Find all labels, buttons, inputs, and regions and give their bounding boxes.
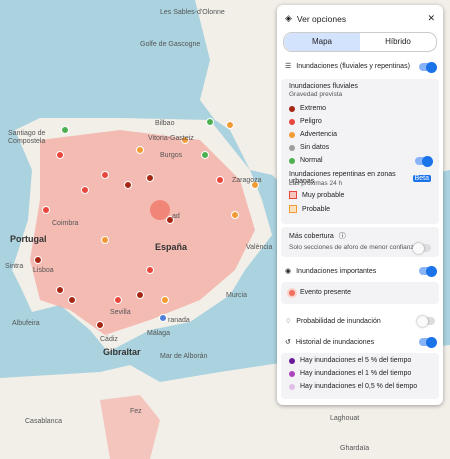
tab[interactable]: Mapa [284, 33, 360, 51]
legend-dot [289, 118, 295, 125]
legend-item: Muy probable [302, 191, 345, 199]
map-label: Bilbao [155, 120, 175, 127]
legend-item: Normal [300, 157, 323, 164]
legend-row: Hay inundaciones el 1 % del tiempo [289, 370, 431, 377]
legend-item: Sin datos [300, 144, 330, 151]
map-label: ranada [168, 317, 190, 324]
map-label: Coimbra [52, 220, 79, 227]
map-label: Burgos [160, 152, 183, 159]
legend-dot [289, 131, 295, 138]
map-label: Málaga [147, 330, 170, 337]
map-label: Sintra [5, 263, 23, 270]
map-label: Ghardaïa [340, 445, 369, 452]
legend-dot [289, 144, 295, 151]
map-label: Santiago de [8, 130, 45, 137]
legend-dot [289, 157, 295, 164]
legend-row: Hay inundaciones el 0,5 % del tiempo [289, 383, 431, 390]
toggle[interactable] [415, 155, 433, 167]
legend-item: Evento presente [300, 289, 351, 296]
section-title: Historial de inundaciones [295, 338, 375, 346]
map-label: Golfe de Gascogne [140, 41, 200, 48]
legend-row: Advertencia [289, 131, 431, 138]
legend-row: Peligro [289, 118, 431, 125]
legend-item: Hay inundaciones el 5 % del tiempo [300, 357, 412, 364]
map-label: Les Sables-d'Olonne [160, 9, 225, 16]
badge: Beta [412, 174, 431, 182]
toggle[interactable] [419, 61, 437, 73]
legend-row: Sin datos [289, 144, 431, 151]
legend-row: Normal [289, 157, 431, 164]
map-label: España [155, 242, 188, 252]
label: Gravedad prevista [289, 91, 343, 98]
panel-title: Ver opciones [296, 13, 347, 24]
label: Las próximas 24 h [289, 180, 343, 187]
section-title: Inundaciones importantes [296, 267, 377, 275]
label: Inundaciones fluviales [289, 83, 358, 90]
tab[interactable]: Híbrido [385, 37, 411, 46]
section-title: Inundaciones (fluviales y repentinas) [296, 62, 410, 70]
map-label: Sevilla [110, 309, 131, 316]
map-label: Gibraltar [103, 347, 141, 357]
legend-item: Peligro [300, 118, 322, 125]
map-label: Fez [130, 408, 142, 415]
legend-dot [289, 383, 295, 390]
close[interactable]: ✕ [427, 13, 435, 23]
map-label: ad [172, 213, 180, 220]
map-label: Portugal [10, 234, 47, 244]
map-label: Compostela [8, 138, 45, 145]
toggle[interactable] [417, 315, 435, 327]
section-title: Probabilidad de inundación [296, 317, 381, 325]
toggle[interactable] [413, 242, 431, 254]
label: Inundaciones repentinas en zonas urbanas [289, 171, 396, 185]
options-panel: ◈ Ver opciones ✕ Mapa Híbrido ☰ Inundacione… [277, 5, 443, 405]
map-label: Vitoria-Gasteiz [148, 135, 194, 142]
legend-item: Advertencia [300, 131, 337, 138]
legend-dot [289, 370, 295, 377]
map-label: Casablanca [25, 418, 62, 425]
label: Solo secciones de aforo de menor confian… [289, 244, 418, 251]
map-label: València [246, 244, 272, 251]
legend-row: Hay inundaciones el 5 % del tiempo [289, 357, 431, 364]
map-label: Cádiz [100, 336, 118, 343]
legend-item: Hay inundaciones el 1 % del tiempo [300, 370, 412, 377]
legend-dot [289, 105, 295, 112]
legend-item: Probable [302, 205, 331, 213]
map-label: Murcia [226, 292, 247, 299]
section-title: Más cobertura [289, 232, 334, 240]
legend-dot [289, 357, 295, 364]
legend-item: Hay inundaciones el 0,5 % del tiempo [300, 383, 418, 390]
map-label: Laghouat [330, 415, 359, 422]
map-label: Lisboa [33, 267, 54, 274]
map-label: Mar de Alborán [160, 353, 208, 360]
map-label: Zaragoza [232, 177, 262, 184]
toggle[interactable] [419, 336, 437, 348]
legend-item: Extremo [300, 105, 327, 112]
legend-row: Extremo [289, 105, 431, 112]
map-label: Albufeira [12, 320, 40, 327]
toggle[interactable] [419, 265, 437, 277]
